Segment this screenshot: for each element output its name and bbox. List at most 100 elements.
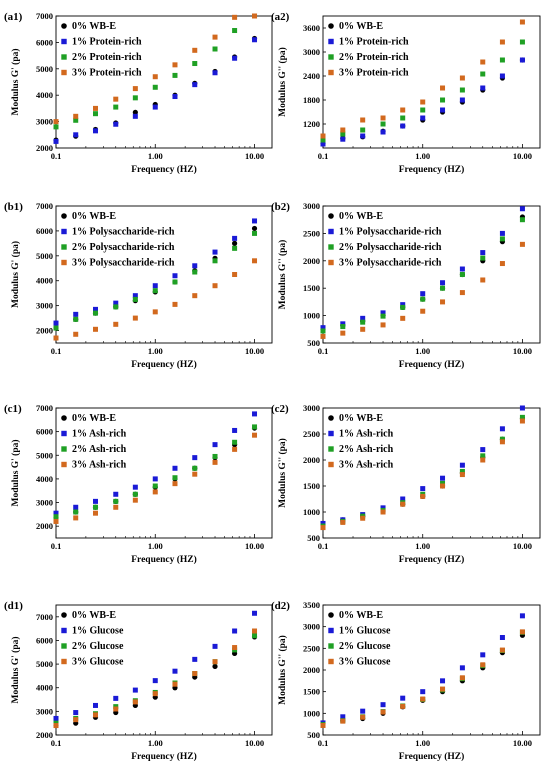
plot-frame — [55, 205, 273, 344]
data-point — [232, 245, 238, 251]
data-point — [519, 39, 525, 45]
legend-entry: 0% WB-E — [339, 21, 383, 32]
panel-label: (c1) — [4, 403, 22, 415]
data-point — [380, 702, 386, 708]
legend-marker — [328, 213, 334, 219]
y-tick-label: 5000 — [36, 64, 53, 74]
data-point — [380, 313, 386, 319]
legend-entry: 1% Glucose — [72, 626, 124, 637]
data-point — [113, 491, 119, 497]
data-point — [232, 446, 238, 452]
data-point — [53, 320, 59, 326]
data-point — [132, 86, 138, 92]
legend-entry: 2% Ash-rich — [339, 444, 394, 455]
y-tick-label: 2400 — [303, 71, 320, 81]
data-point — [420, 696, 426, 702]
data-point — [172, 279, 178, 285]
legend-marker — [328, 446, 334, 452]
legend-entry: 0% WB-E — [72, 21, 116, 32]
data-point — [132, 491, 138, 497]
data-point — [152, 489, 158, 495]
x-axis-label: Frequency (HZ) — [131, 359, 197, 370]
data-point — [420, 493, 426, 499]
data-point — [152, 691, 158, 697]
legend-entry: 3% Ash-rich — [339, 460, 394, 471]
panel-c1: (c1) 2000 3000 4000 5000 6000 7000 0.1 1.00 10.00… — [4, 403, 273, 565]
data-point — [172, 681, 178, 687]
data-point — [73, 132, 79, 138]
data-point — [400, 115, 406, 121]
data-point — [152, 476, 158, 482]
data-point — [172, 273, 178, 279]
legend-marker — [61, 259, 67, 266]
legend-entry: 0% WB-E — [72, 610, 116, 621]
data-point — [192, 471, 198, 477]
data-point — [113, 104, 119, 110]
data-point — [212, 249, 218, 255]
data-point — [53, 119, 59, 125]
data-point — [192, 263, 198, 269]
legend-marker — [328, 415, 334, 421]
legend-entry: 2% Glucose — [339, 641, 391, 652]
y-tick-label: 4000 — [36, 90, 53, 100]
data-point — [73, 331, 79, 337]
data-point — [132, 484, 138, 490]
y-tick-label: 4000 — [36, 683, 53, 693]
legend-marker — [328, 627, 334, 634]
data-point — [212, 643, 218, 649]
data-point — [380, 322, 386, 328]
data-point — [172, 62, 178, 68]
data-point — [192, 61, 198, 67]
x-tick-label: 0.1 — [318, 151, 329, 161]
y-tick-label: 2000 — [303, 455, 320, 465]
data-point — [92, 306, 98, 312]
data-point — [92, 498, 98, 504]
plot-frame — [55, 604, 273, 736]
y-tick-label: 3000 — [303, 201, 320, 211]
data-point — [192, 82, 198, 88]
data-point — [320, 141, 326, 147]
y-tick-label: 2000 — [36, 730, 53, 740]
data-point — [53, 723, 59, 729]
legend-marker — [61, 23, 67, 29]
data-point — [132, 95, 138, 101]
plot-frame — [322, 407, 541, 539]
data-point — [92, 510, 98, 516]
x-tick-label: 10.00 — [245, 541, 264, 551]
data-point — [192, 269, 198, 275]
data-point — [212, 442, 218, 448]
data-point — [499, 57, 505, 63]
y-tick-label: 2000 — [36, 521, 53, 531]
y-tick-label: 3000 — [303, 47, 320, 57]
data-point — [480, 662, 486, 668]
x-tick-label: 10.00 — [513, 541, 532, 551]
y-tick-label: 3000 — [36, 117, 53, 127]
x-tick-label: 1.00 — [415, 541, 430, 551]
legend-entry: 0% WB-E — [339, 211, 383, 222]
data-point — [459, 468, 465, 474]
data-point — [73, 113, 79, 119]
data-point — [132, 293, 138, 299]
y-axis-label: Modulus G' (pa) — [10, 439, 21, 506]
data-point — [499, 436, 505, 442]
data-point — [400, 107, 406, 113]
data-point — [519, 206, 525, 212]
legend-marker — [61, 244, 67, 250]
data-point — [252, 13, 258, 19]
data-point — [252, 628, 258, 634]
data-point — [53, 325, 59, 331]
y-tick-label: 7000 — [36, 612, 53, 622]
x-axis-label: Frequency (HZ) — [399, 164, 465, 175]
x-tick-label: 10.00 — [513, 738, 532, 748]
data-point — [252, 633, 258, 639]
x-tick-label: 0.1 — [51, 738, 62, 748]
data-point — [192, 455, 198, 461]
data-point — [420, 486, 426, 492]
legend-marker — [61, 213, 67, 219]
data-point — [420, 99, 426, 105]
y-tick-label: 6000 — [36, 37, 53, 47]
data-point — [440, 686, 446, 692]
y-tick-label: 3000 — [303, 403, 320, 413]
data-point — [420, 291, 426, 297]
data-point — [320, 328, 326, 334]
